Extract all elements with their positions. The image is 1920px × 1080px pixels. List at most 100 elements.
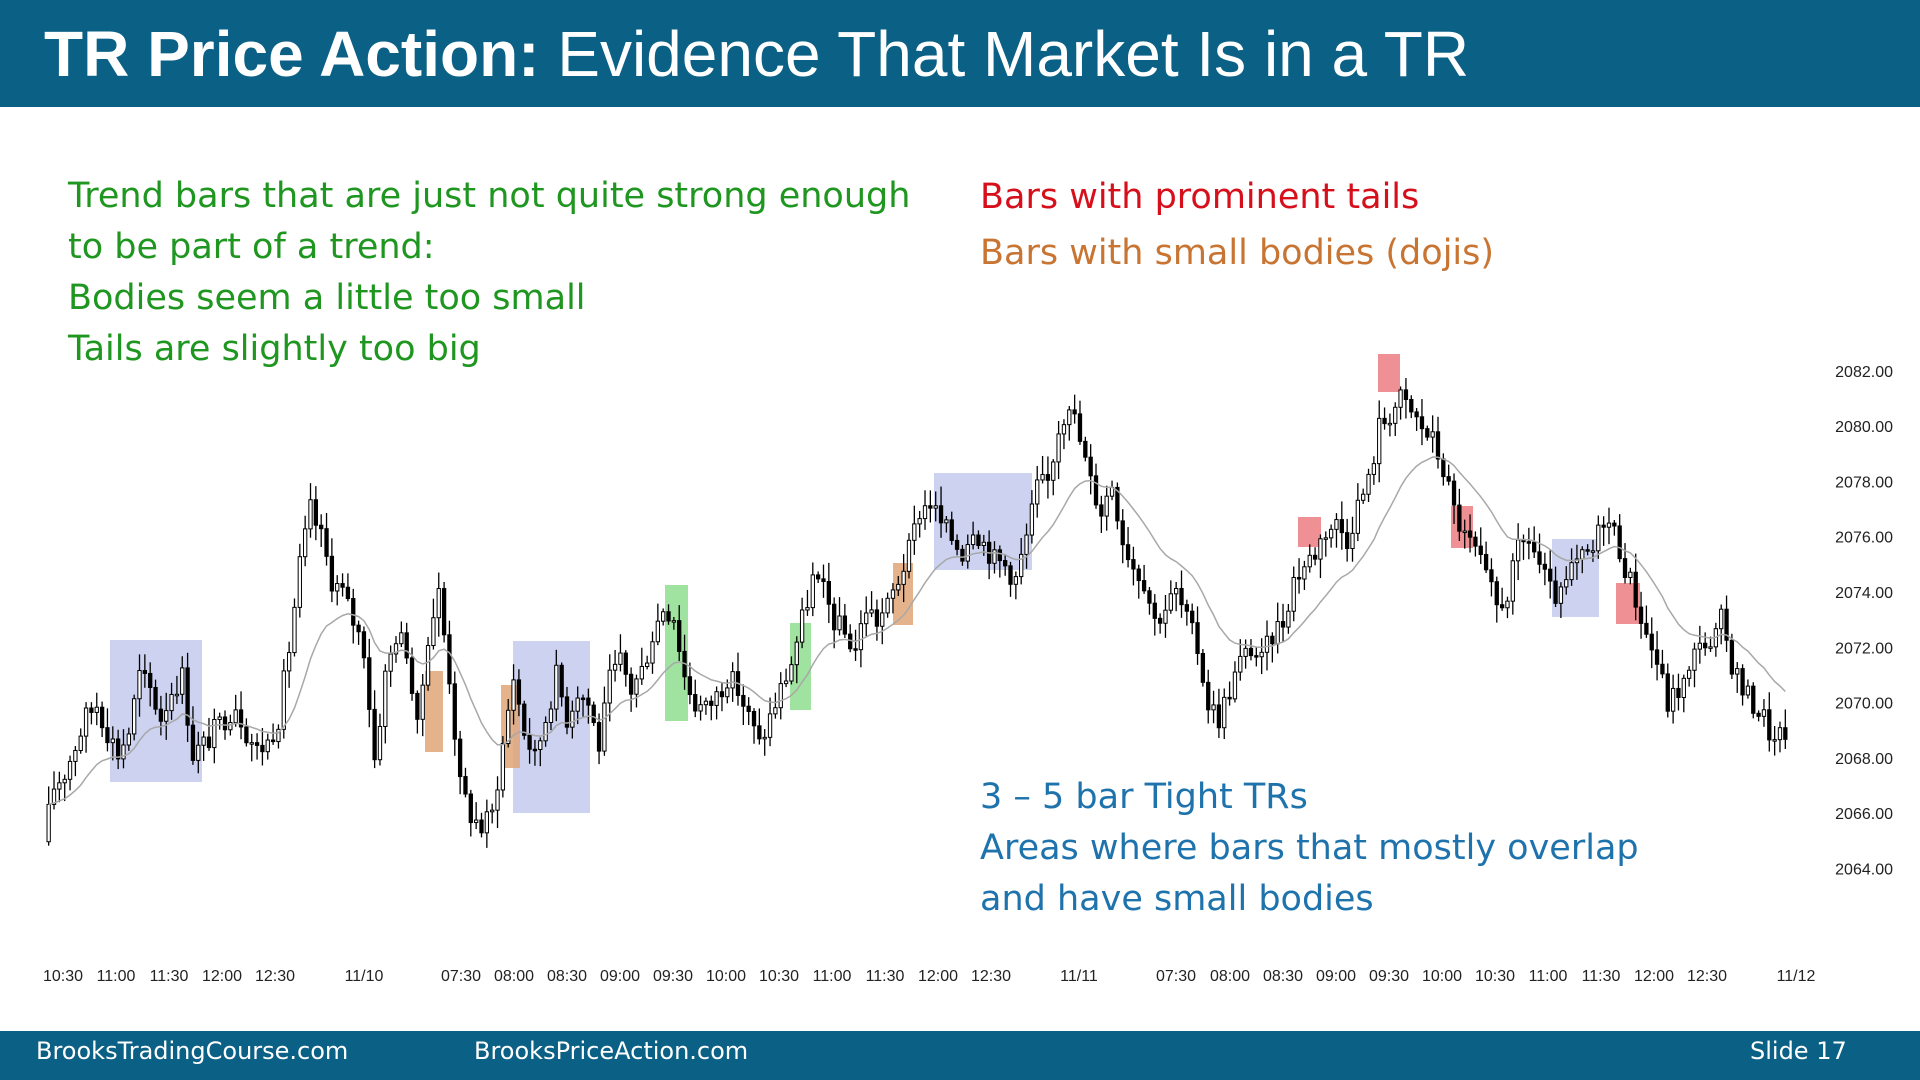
- bear-candle: [409, 657, 415, 694]
- bear-candle: [1499, 604, 1505, 609]
- bull-candle: [511, 679, 516, 711]
- bear-candle: [367, 657, 372, 710]
- bear-candle: [1676, 687, 1681, 699]
- bull-candle: [249, 742, 254, 745]
- bull-candle: [1361, 493, 1366, 501]
- bear-candle: [1003, 560, 1008, 567]
- bear-candle: [1382, 417, 1387, 425]
- bear-candle: [1083, 440, 1088, 458]
- bull-candle: [180, 667, 185, 695]
- bull-candle: [789, 664, 794, 682]
- bear-candle: [1601, 524, 1606, 528]
- bear-candle: [1660, 663, 1665, 675]
- bear-candle: [1339, 519, 1344, 534]
- x-tick-label: 12:30: [1687, 968, 1727, 985]
- bear-candle: [1622, 558, 1628, 578]
- footer-site-1[interactable]: BrooksTradingCourse.com: [36, 1037, 349, 1065]
- bear-candle: [222, 716, 228, 731]
- bear-candle: [99, 706, 105, 729]
- bull-candle: [1777, 727, 1783, 741]
- bear-candle: [709, 700, 714, 706]
- tr-box: [934, 473, 1032, 570]
- doji-box: [425, 671, 443, 752]
- bull-candle: [1761, 709, 1767, 717]
- bull-candle: [1238, 655, 1243, 673]
- bull-candle: [1211, 704, 1216, 711]
- y-tick-label: 2066.00: [1835, 806, 1893, 823]
- bear-candle: [1147, 590, 1152, 604]
- bear-candle: [89, 707, 94, 713]
- bear-candle: [260, 744, 265, 753]
- bull-candle: [805, 607, 810, 611]
- bear-candle: [1740, 668, 1745, 696]
- bear-candle: [1478, 545, 1483, 555]
- bear-candle: [1783, 727, 1788, 740]
- bull-candle: [698, 704, 703, 712]
- bear-candle: [1612, 522, 1617, 527]
- bear-candle: [404, 632, 409, 659]
- bear-candle: [1644, 622, 1649, 635]
- x-tick-label: 08:30: [547, 968, 587, 985]
- y-tick-label: 2072.00: [1835, 640, 1893, 657]
- bear-candle: [1665, 673, 1670, 712]
- bear-candle: [1548, 568, 1553, 582]
- bear-candle: [938, 505, 944, 524]
- bull-candle: [1174, 587, 1179, 595]
- bull-candle: [1286, 610, 1291, 628]
- bull-candle: [1366, 473, 1371, 495]
- bull-candle: [500, 743, 506, 791]
- bear-candle: [1254, 655, 1259, 658]
- bear-candle: [441, 588, 447, 636]
- bear-candle: [479, 819, 484, 834]
- x-tick-label: 11:00: [813, 968, 852, 985]
- footer-site-2[interactable]: BrooksPriceAction.com: [474, 1037, 749, 1065]
- bull-candle: [554, 664, 559, 710]
- bear-candle: [1157, 617, 1163, 624]
- bull-candle: [1430, 431, 1435, 438]
- bear-candle: [832, 603, 837, 631]
- x-tick-label: 12:30: [255, 968, 295, 985]
- bear-candle: [1425, 428, 1430, 438]
- bull-candle: [912, 523, 917, 541]
- footer-bar: [0, 1031, 1920, 1080]
- y-tick-label: 2078.00: [1835, 474, 1893, 491]
- bear-candle: [976, 534, 981, 547]
- bull-candle: [543, 721, 548, 742]
- bear-candle: [457, 738, 463, 778]
- bear-candle: [815, 574, 821, 580]
- bull-candle: [1040, 474, 1045, 481]
- bear-candle: [1179, 587, 1184, 606]
- bear-candle: [1190, 610, 1195, 624]
- bull-candle: [922, 505, 928, 520]
- bull-candle: [650, 641, 655, 664]
- x-tick-label: 07:30: [1156, 968, 1196, 985]
- bull-candle: [490, 809, 495, 813]
- trend-box: [665, 585, 688, 721]
- bull-candle: [1051, 461, 1056, 481]
- bear-candle: [185, 667, 190, 726]
- bull-candle: [1505, 600, 1510, 609]
- bull-candle: [1596, 524, 1601, 552]
- bull-candle: [473, 819, 479, 824]
- bear-candle: [842, 615, 848, 635]
- bear-candle: [591, 704, 596, 724]
- bear-candle: [1542, 563, 1548, 570]
- bear-candle: [746, 705, 751, 712]
- bull-candle: [799, 609, 805, 643]
- bear-candle: [949, 519, 954, 541]
- bear-candle: [559, 664, 564, 698]
- bear-candle: [1403, 389, 1409, 400]
- bear-candle: [580, 697, 586, 701]
- bear-candle: [356, 624, 361, 633]
- bear-candle: [158, 708, 164, 722]
- price-chart: 2082.00 2080.00 2078.00 2076.00 2074.00 2072.…: [43, 354, 1893, 985]
- x-tick-label: 09:00: [600, 968, 640, 985]
- bull-candle: [121, 744, 126, 760]
- bull-candle: [1024, 534, 1029, 555]
- bull-candle: [164, 710, 169, 722]
- tight-tr-line-3: and have small bodies: [980, 879, 1374, 919]
- x-tick-label: 09:30: [653, 968, 693, 985]
- bear-candle: [142, 670, 148, 674]
- bull-candle: [1708, 646, 1713, 649]
- slide-number: Slide 17: [1750, 1037, 1847, 1065]
